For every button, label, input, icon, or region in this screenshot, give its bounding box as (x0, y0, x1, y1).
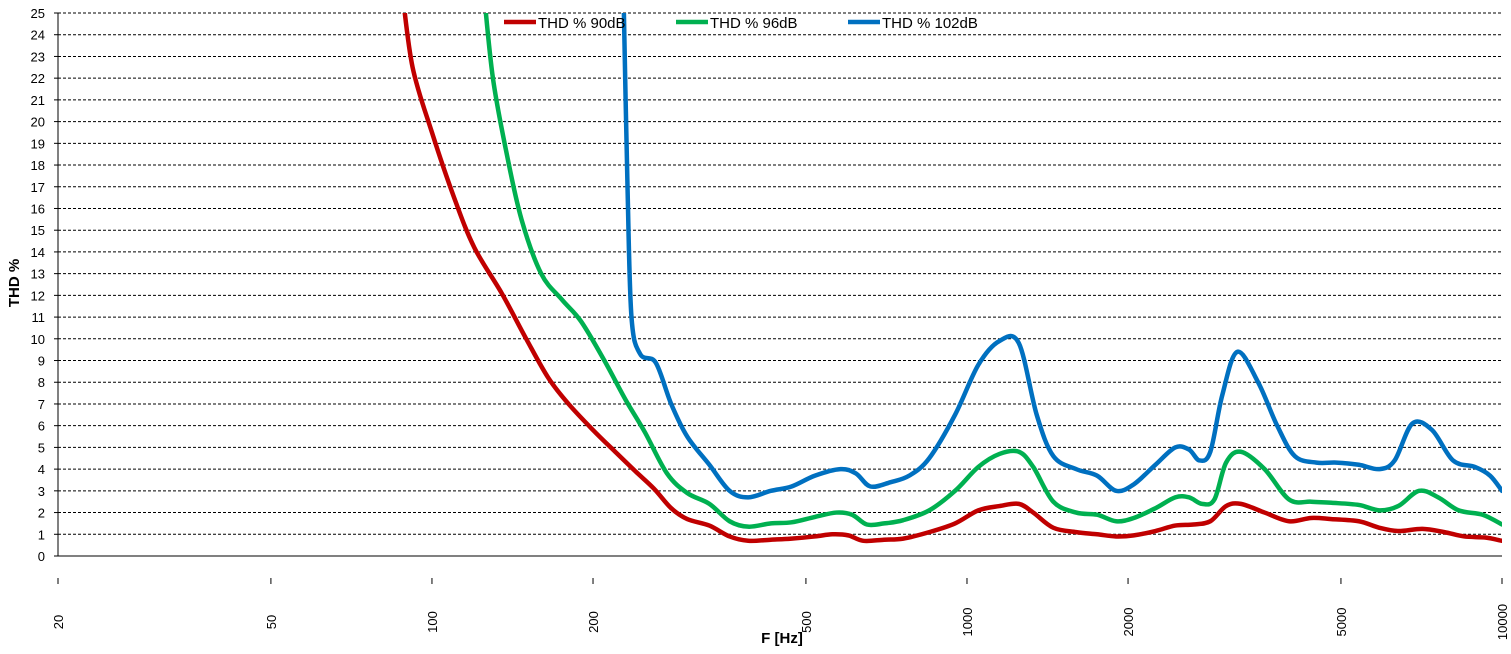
y-tick-label: 24 (31, 28, 45, 43)
y-tick-label: 22 (31, 71, 45, 86)
series-lines (402, 13, 1502, 544)
y-tick-label: 13 (31, 267, 45, 282)
y-tick-label: 23 (31, 49, 45, 64)
y-tick-label: 2 (38, 506, 45, 521)
x-tick-label: 2000 (1121, 608, 1136, 637)
y-tick-label: 21 (31, 93, 45, 108)
y-tick-label: 12 (31, 288, 45, 303)
y-tick-label: 14 (31, 245, 45, 260)
y-tick-label: 16 (31, 201, 45, 216)
y-tick-label: 3 (38, 484, 45, 499)
y-tick-label: 9 (38, 354, 45, 369)
x-tick-label: 200 (586, 611, 601, 633)
x-tick-label: 20 (51, 615, 66, 629)
y-tick-label: 4 (38, 462, 45, 477)
x-axis-title: F [Hz] (761, 630, 803, 647)
y-tick-label: 25 (31, 6, 45, 21)
y-tick-label: 18 (31, 158, 45, 173)
y-tick-label: 6 (38, 419, 45, 434)
y-axis-title: THD % (6, 259, 23, 307)
x-tick-label: 500 (799, 611, 814, 633)
legend-label-1: THD % 90dB (538, 15, 626, 32)
legend: THD % 90dB THD % 96dB THD % 102dB (504, 15, 978, 32)
legend-label-3: THD % 102dB (882, 15, 978, 32)
y-tick-label: 15 (31, 223, 45, 238)
x-tick-label: 5000 (1334, 608, 1349, 637)
x-tick-label: 50 (264, 615, 279, 629)
x-tick-label: 1000 (960, 608, 975, 637)
y-tick-label: 20 (31, 115, 45, 130)
x-tick-label: 10000 (1495, 604, 1510, 640)
y-tick-label: 0 (38, 549, 45, 564)
series-line-1 (402, 13, 1502, 544)
grid-lines (58, 12, 1502, 535)
series-line-2 (483, 13, 1502, 529)
y-tick-label: 10 (31, 332, 45, 347)
y-tick-label: 8 (38, 375, 45, 390)
y-tick-label: 19 (31, 136, 45, 151)
y-tick-label: 17 (31, 180, 45, 195)
series-line-3 (621, 13, 1502, 500)
axes (54, 12, 1503, 584)
y-tick-labels: 0123456789101112131415161718192021222324… (31, 6, 45, 564)
x-tick-label: 100 (425, 611, 440, 633)
y-tick-label: 1 (38, 527, 45, 542)
y-tick-label: 11 (32, 310, 46, 325)
x-tick-labels: 20 50 100 200 500 1000 2000 5000 10000 (51, 604, 1510, 640)
y-tick-label: 7 (38, 397, 45, 412)
y-tick-label: 5 (38, 440, 45, 455)
legend-label-2: THD % 96dB (710, 15, 798, 32)
